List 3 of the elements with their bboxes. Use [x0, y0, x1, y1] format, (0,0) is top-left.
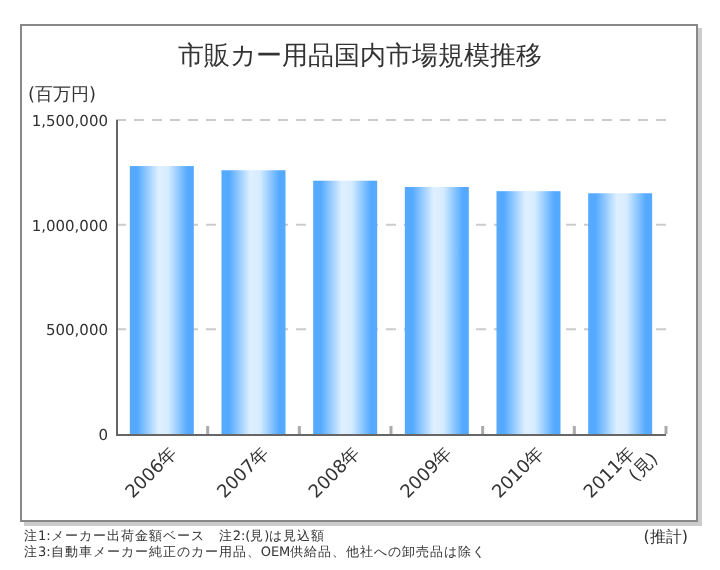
text: (推計): [643, 528, 688, 546]
chart-title: 市販カー用品国内市場規模推移: [178, 42, 542, 72]
y-axis-title: (百万円): [28, 86, 97, 106]
